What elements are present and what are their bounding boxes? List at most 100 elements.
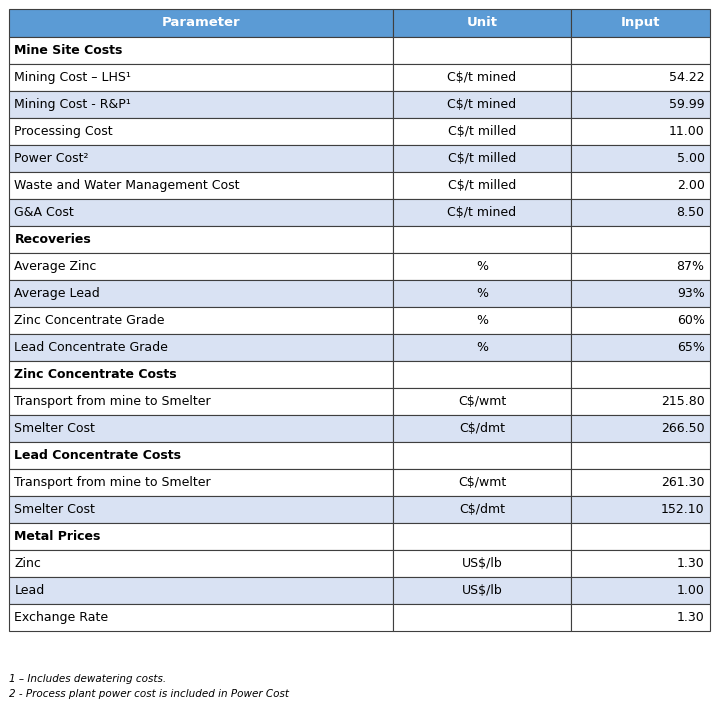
Text: Mining Cost - R&P¹: Mining Cost - R&P¹ xyxy=(14,98,131,111)
Bar xyxy=(571,198,710,226)
Text: Exchange Rate: Exchange Rate xyxy=(14,610,109,623)
Bar xyxy=(9,523,393,550)
Bar xyxy=(393,226,571,253)
Text: Mining Cost – LHS¹: Mining Cost – LHS¹ xyxy=(14,71,132,84)
Bar xyxy=(393,603,571,630)
Text: 93%: 93% xyxy=(677,286,705,300)
Bar xyxy=(9,550,393,577)
Bar xyxy=(9,280,393,306)
Bar xyxy=(393,523,571,550)
Bar xyxy=(9,253,393,280)
Text: Waste and Water Management Cost: Waste and Water Management Cost xyxy=(14,178,240,191)
Bar xyxy=(393,388,571,415)
Text: Recoveries: Recoveries xyxy=(14,233,91,246)
Text: Average Zinc: Average Zinc xyxy=(14,260,97,273)
Bar xyxy=(571,333,710,361)
Bar xyxy=(571,523,710,550)
Bar xyxy=(393,9,571,36)
Text: Lead Concentrate Costs: Lead Concentrate Costs xyxy=(14,448,181,461)
Text: Power Cost²: Power Cost² xyxy=(14,151,89,164)
Bar xyxy=(571,118,710,144)
Bar xyxy=(571,64,710,91)
Bar xyxy=(571,415,710,441)
Bar xyxy=(9,603,393,630)
Text: 2.00: 2.00 xyxy=(677,178,705,191)
Text: %: % xyxy=(476,313,488,326)
Bar xyxy=(571,144,710,171)
Text: C$/wmt: C$/wmt xyxy=(458,476,506,488)
Bar xyxy=(9,415,393,441)
Bar xyxy=(571,441,710,468)
Bar xyxy=(9,9,393,36)
Bar xyxy=(571,306,710,333)
Text: 5.00: 5.00 xyxy=(677,151,705,164)
Text: 152.10: 152.10 xyxy=(661,503,705,516)
Bar xyxy=(571,468,710,496)
Text: Smelter Cost: Smelter Cost xyxy=(14,503,95,516)
Text: C$/t milled: C$/t milled xyxy=(448,178,516,191)
Bar xyxy=(393,306,571,333)
Text: Processing Cost: Processing Cost xyxy=(14,124,113,138)
Bar xyxy=(393,64,571,91)
Text: C$/dmt: C$/dmt xyxy=(459,421,505,435)
Bar xyxy=(571,603,710,630)
Text: G&A Cost: G&A Cost xyxy=(14,206,74,218)
Bar xyxy=(9,144,393,171)
Bar xyxy=(393,280,571,306)
Text: 1.00: 1.00 xyxy=(677,583,705,597)
Bar xyxy=(393,361,571,388)
Text: C$/t milled: C$/t milled xyxy=(448,151,516,164)
Bar xyxy=(393,468,571,496)
Bar xyxy=(393,171,571,198)
Text: Unit: Unit xyxy=(467,16,498,29)
Text: Zinc Concentrate Costs: Zinc Concentrate Costs xyxy=(14,368,177,381)
Bar xyxy=(571,9,710,36)
Text: Metal Prices: Metal Prices xyxy=(14,530,101,543)
Bar xyxy=(9,388,393,415)
Bar xyxy=(393,36,571,64)
Text: Lead: Lead xyxy=(14,583,45,597)
Bar xyxy=(9,64,393,91)
Text: Transport from mine to Smelter: Transport from mine to Smelter xyxy=(14,395,211,408)
Text: Transport from mine to Smelter: Transport from mine to Smelter xyxy=(14,476,211,488)
Text: C$/t milled: C$/t milled xyxy=(448,124,516,138)
Bar xyxy=(393,91,571,118)
Bar xyxy=(393,577,571,603)
Text: Input: Input xyxy=(620,16,660,29)
Text: C$/t mined: C$/t mined xyxy=(447,98,516,111)
Text: Lead Concentrate Grade: Lead Concentrate Grade xyxy=(14,341,168,353)
Text: 65%: 65% xyxy=(677,341,705,353)
Text: 1.30: 1.30 xyxy=(677,610,705,623)
Text: 87%: 87% xyxy=(677,260,705,273)
Text: 2 - Process plant power cost is included in Power Cost: 2 - Process plant power cost is included… xyxy=(9,689,288,699)
Bar xyxy=(9,333,393,361)
Bar xyxy=(9,361,393,388)
Bar xyxy=(393,441,571,468)
Text: C$/dmt: C$/dmt xyxy=(459,503,505,516)
Bar xyxy=(9,306,393,333)
Text: %: % xyxy=(476,260,488,273)
Bar xyxy=(393,550,571,577)
Text: 261.30: 261.30 xyxy=(661,476,705,488)
Text: C$/t mined: C$/t mined xyxy=(447,71,516,84)
Text: C$/wmt: C$/wmt xyxy=(458,395,506,408)
Bar xyxy=(9,468,393,496)
Bar xyxy=(393,496,571,523)
Bar xyxy=(571,253,710,280)
Bar xyxy=(9,91,393,118)
Bar xyxy=(393,118,571,144)
Text: C$/t mined: C$/t mined xyxy=(447,206,516,218)
Bar xyxy=(393,253,571,280)
Text: 8.50: 8.50 xyxy=(677,206,705,218)
Bar xyxy=(571,361,710,388)
Bar xyxy=(571,226,710,253)
Bar xyxy=(9,118,393,144)
Bar xyxy=(571,496,710,523)
Bar xyxy=(571,91,710,118)
Text: %: % xyxy=(476,341,488,353)
Bar xyxy=(9,171,393,198)
Text: Parameter: Parameter xyxy=(162,16,240,29)
Text: Average Lead: Average Lead xyxy=(14,286,100,300)
Bar xyxy=(9,577,393,603)
Bar xyxy=(9,496,393,523)
